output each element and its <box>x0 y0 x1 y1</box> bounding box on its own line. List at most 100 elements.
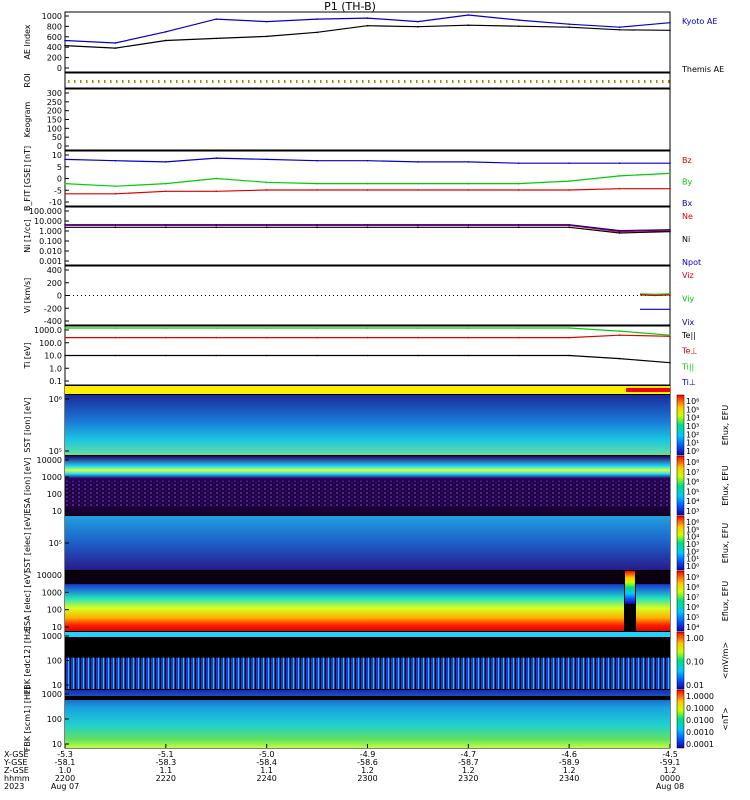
roi-mark <box>476 80 478 83</box>
point-bfield <box>467 161 470 163</box>
point-ae <box>114 42 117 44</box>
point-ae <box>215 18 218 20</box>
cbar-tick-sst_ion: 10⁵ <box>686 405 699 414</box>
roi-mark <box>620 80 622 83</box>
point-ae <box>669 29 671 32</box>
roi-mark <box>518 80 520 83</box>
yticklabel-bfield: 0 <box>57 175 62 184</box>
yticklabel-keogram: 200 <box>47 107 62 116</box>
plot-title: P1 (TH-B) <box>324 0 376 13</box>
yticklabel-esa_elec: 10 <box>52 623 62 632</box>
frame-velocity <box>64 265 671 326</box>
roi-mark <box>158 80 160 83</box>
xtick-label-hhmm: 2240 <box>256 774 276 783</box>
yticklabel-density: 1.000 <box>39 227 62 236</box>
yticklabel-fbk_e: 10 <box>52 681 62 690</box>
point-bfield <box>114 185 117 187</box>
point-bfield <box>165 182 167 185</box>
roi-mark <box>428 80 430 83</box>
roi-mark <box>236 80 238 83</box>
yticklabel-velocity: 200 <box>47 279 62 288</box>
point-bfield <box>517 182 520 185</box>
legend-temperature: Te|| <box>681 331 696 340</box>
yticklabel-esa_elec: 10000 <box>37 571 62 580</box>
yticklabel-temperature: 1000.0 <box>34 326 62 335</box>
roi-mark <box>386 80 388 83</box>
cbar-label-fbk_e: <mV/m> <box>721 642 730 679</box>
point-ae <box>64 39 66 42</box>
x-axis: X-GSEY-GSEZ-GSEhhmm2023-5.3-58.11.02200A… <box>3 744 684 791</box>
yticklabel-density: 0.010 <box>39 247 62 256</box>
colorbar-esa_elec <box>676 570 685 632</box>
xtick-label-hhmm: 2340 <box>559 774 579 783</box>
point-bfield <box>467 189 470 191</box>
cbar-tick-sst_ion: 10⁰ <box>686 447 699 456</box>
point-temperature <box>669 335 671 338</box>
roi-mark <box>86 80 88 83</box>
yticklabel-keogram: 0 <box>57 142 62 151</box>
legend-temperature: Ti|| <box>681 362 694 371</box>
yticklabel-keogram: 300 <box>47 89 62 98</box>
roi-mark <box>422 80 424 83</box>
roi-mark <box>488 80 490 83</box>
point-temperature <box>467 336 470 339</box>
cbar-tick-esa_elec: 10⁶ <box>686 603 699 612</box>
point-ae <box>316 31 318 34</box>
legend-bfield: Bz <box>682 156 692 165</box>
cbar-label-sst_elec: Eflux, EFU <box>721 523 730 564</box>
point-density <box>417 223 419 226</box>
cbar-label-sst_ion: Eflux, EFU <box>721 405 730 446</box>
point-temperature <box>215 354 218 357</box>
yticklabel-esa_ion: 10000 <box>37 456 62 465</box>
yticklabel-ae: 1000 <box>42 12 62 21</box>
roi-mark <box>632 80 634 83</box>
point-temperature <box>165 354 167 357</box>
velocity-series-2 <box>639 294 671 297</box>
xtick-label-z: 1.1 <box>159 766 172 775</box>
xaxis-row-label: Z-GSE <box>4 766 29 775</box>
roi-mark <box>416 80 418 83</box>
cbar-tick-sst_elec: 10⁵ <box>686 525 699 534</box>
roi-mark <box>122 80 124 83</box>
roi-mark <box>224 80 226 83</box>
cbar-tick-sst_ion: 10⁴ <box>686 414 699 423</box>
point-density <box>568 223 570 226</box>
xtick-label-z: 1.2 <box>563 766 576 775</box>
roi-mark <box>482 80 484 83</box>
xtick-label-hhmm: 0000 <box>660 774 680 783</box>
cbar-tick-sst_ion: 10² <box>686 430 699 439</box>
roi-mark <box>350 80 352 83</box>
orbit-bar-yellow <box>65 386 670 394</box>
xtick-label-x: -4.6 <box>561 750 577 759</box>
roi-mark <box>572 80 574 83</box>
point-bfield <box>568 189 570 191</box>
frame-roi <box>64 72 671 89</box>
roi-mark <box>284 80 286 83</box>
xtick-label-y: -58.3 <box>155 758 176 767</box>
point-ae <box>64 44 66 47</box>
point-density <box>265 226 268 229</box>
point-temperature <box>467 354 470 357</box>
point-bfield <box>568 162 570 164</box>
cbar-tick-sst_elec: 10⁰ <box>686 562 699 571</box>
cbar-label-fbk_b: <nT> <box>721 707 730 730</box>
ylabel-temperature: Ti [eV] <box>23 342 32 369</box>
point-temperature <box>265 354 268 357</box>
xtick-label-z: 1.2 <box>462 766 475 775</box>
xtick-label-z: 1.2 <box>664 766 677 775</box>
colorbar-esa_ion <box>676 455 685 516</box>
point-density <box>316 223 318 226</box>
roi-mark <box>218 80 220 83</box>
cbar-tick-esa_elec: 10⁷ <box>686 593 699 602</box>
roi-mark <box>404 80 406 83</box>
yticklabel-esa_ion: 10 <box>52 507 62 516</box>
yticklabel-keogram: 150 <box>47 116 62 125</box>
point-bfield <box>165 190 167 193</box>
series-ae-1 <box>64 24 671 49</box>
series-density-1 <box>65 226 671 234</box>
sst-ion-spectrogram <box>65 395 670 455</box>
roi-mark <box>452 80 454 83</box>
point-density <box>316 226 318 229</box>
fbk-b-band <box>65 696 670 700</box>
point-ae <box>568 26 570 29</box>
